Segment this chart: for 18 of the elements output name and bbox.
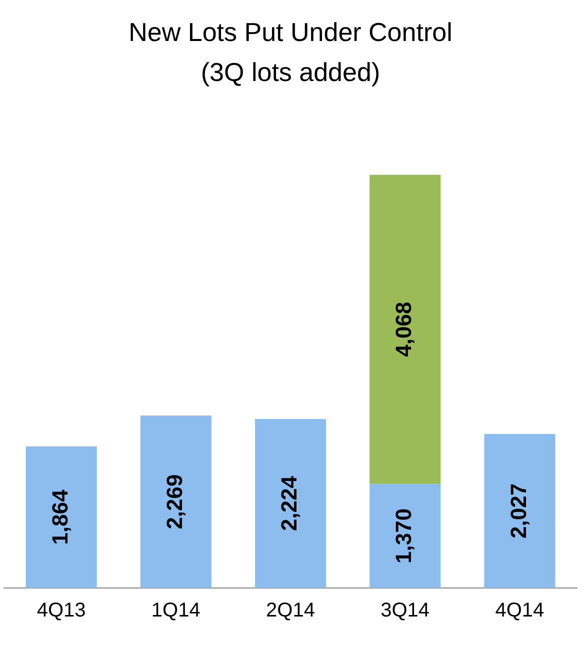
data-label: 4,068	[391, 302, 416, 357]
x-tick-label: 3Q14	[380, 600, 430, 622]
bar	[140, 416, 212, 588]
bar	[484, 434, 556, 588]
x-tick-label: 4Q14	[495, 600, 544, 622]
x-tick-label: 1Q14	[151, 600, 200, 622]
data-label: 2,269	[162, 474, 187, 530]
bar	[254, 418, 326, 588]
x-tick-label: 4Q13	[36, 600, 86, 622]
x-tick-label: 2Q14	[266, 600, 315, 622]
bar	[370, 484, 441, 588]
data-label: 1,864	[47, 488, 72, 545]
data-label: 2,224	[276, 475, 302, 532]
chart-title: New Lots Put Under Control (3Q lots added)	[128, 16, 454, 89]
data-label: 1,370	[391, 508, 416, 564]
bar	[26, 446, 97, 588]
data-label: 2,027	[506, 483, 531, 539]
bar	[370, 174, 441, 484]
